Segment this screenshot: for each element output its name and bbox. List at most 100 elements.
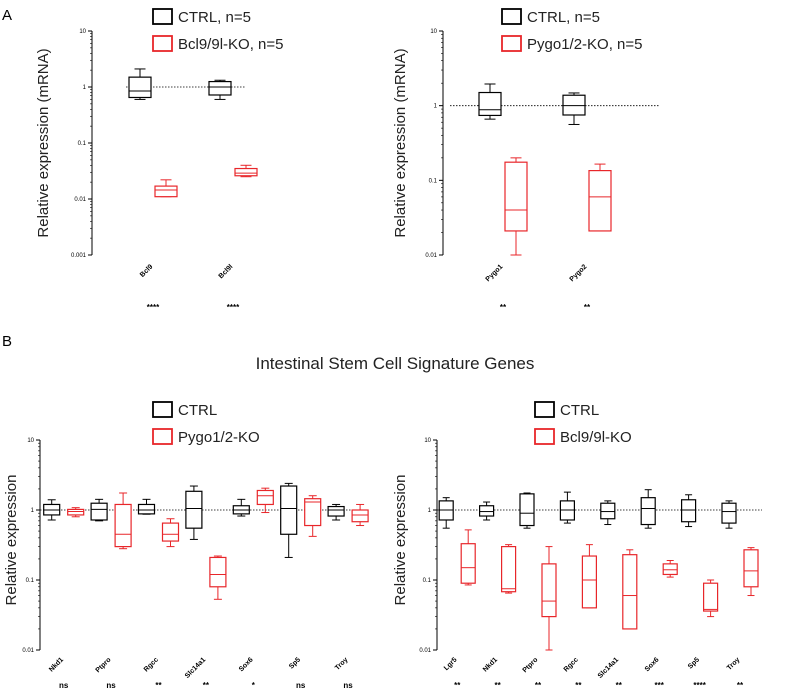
box-ko-Ptpro [114, 492, 132, 550]
legend-entry-0: CTRL [534, 401, 599, 419]
box-ko-Sp5 [702, 579, 719, 618]
y-tick-label: 10 [79, 29, 86, 35]
y-axis-label: Relative expression (mRNA) [392, 48, 409, 237]
y-axis-label: Relative expression [3, 475, 20, 606]
box-iqr [541, 563, 557, 618]
significance-Ptpro: ** [535, 681, 542, 690]
x-tick-label-Pygo2: Pygo2 [569, 263, 589, 283]
box-iqr [479, 505, 495, 517]
box-iqr [600, 502, 616, 520]
section-title: Intestinal Stem Cell Signature Genes [256, 354, 535, 373]
box-ctrl-Sp5 [680, 494, 697, 528]
significance-Sp5: **** [693, 681, 706, 690]
box-iqr [478, 91, 502, 117]
legend-label: CTRL [178, 402, 217, 419]
box-ko-Pygo2 [588, 163, 612, 232]
box-ctrl-Troy [721, 500, 737, 529]
legend-entry-1: Pygo1/2-KO [152, 428, 260, 446]
box-ctrl-Sox6 [640, 489, 656, 529]
y-tick-label: 10 [27, 438, 34, 444]
x-tick-label-Pygo1: Pygo1 [485, 263, 505, 283]
y-tick-label: 10 [424, 438, 431, 444]
legend-swatch [534, 428, 555, 445]
chart-bcl9: 0.001 0.01 0.1 1 10 Relative expression (mRNA… [35, 8, 283, 312]
chart-pygo: 0.01 0.1 1 10 Relative expression (mRNA) Pygo… [392, 8, 660, 312]
box-iqr [581, 555, 598, 609]
y-tick-label: 1 [31, 508, 35, 514]
significance-Pygo2: ** [584, 303, 591, 312]
box-ko-Sox6 [256, 487, 274, 514]
x-tick-label-Sox6: Sox6 [644, 656, 661, 673]
box-iqr [90, 502, 108, 521]
x-tick-label-Sp5: Sp5 [288, 656, 302, 670]
significance-Sox6: * [252, 681, 256, 690]
x-tick-label-Ptpro: Ptpro [95, 656, 113, 674]
significance-Sox6: *** [655, 681, 665, 690]
y-tick-label: 0.1 [429, 178, 438, 184]
box-ctrl-Sox6 [232, 498, 250, 517]
significance-Sp5: ns [296, 681, 306, 690]
legend-label: CTRL, n=5 [527, 9, 600, 26]
y-tick-label: 1 [434, 104, 438, 110]
legend-label: Bcl9/9l-KO [560, 429, 632, 446]
box-iqr [137, 503, 156, 515]
x-tick-label-Sox6: Sox6 [238, 656, 255, 673]
box-iqr [504, 161, 528, 232]
x-tick-label-Slc14a1: Slc14a1 [597, 656, 620, 679]
box-ko-Sox6 [662, 559, 678, 578]
x-tick-label-Nkd1: Nkd1 [48, 656, 65, 673]
box-iqr [702, 582, 719, 612]
y-tick-label: 0.1 [423, 578, 432, 584]
box-iqr [114, 503, 132, 548]
legend-label: Pygo1/2-KO [178, 429, 260, 446]
box-iqr [280, 485, 298, 535]
box-iqr [234, 167, 258, 177]
x-tick-label-Rgcc: Rgcc [143, 656, 160, 673]
significance-Slc14a1: ** [616, 681, 623, 690]
legend-swatch [152, 401, 173, 418]
box-ko-Bcl9l [234, 164, 258, 178]
box-ko-Troy [743, 547, 759, 597]
box-ctrl-Troy [327, 503, 345, 521]
box-iqr [662, 563, 678, 576]
box-iqr [622, 554, 638, 630]
significance-Slc14a1: ** [203, 681, 210, 690]
box-iqr [154, 185, 178, 198]
box-iqr [640, 497, 656, 526]
box-iqr [680, 499, 697, 523]
legend-swatch [152, 428, 173, 445]
box-iqr [209, 556, 227, 588]
legend-entry-0: CTRL [152, 401, 217, 419]
x-tick-label-Rgcc: Rgcc [563, 656, 580, 673]
x-tick-label-Bcl9: Bcl9 [139, 263, 154, 278]
box-ctrl-Nkd1 [43, 499, 61, 521]
box-iqr [208, 80, 232, 96]
significance-Lgr5: ** [454, 681, 461, 690]
box-ko-Ptpro [541, 546, 557, 651]
box-iqr [588, 170, 612, 232]
box-ko-Pygo1 [504, 157, 528, 256]
legend-label: Bcl9/9l-KO, n=5 [178, 36, 283, 53]
box-ko-Nkd1 [67, 507, 85, 518]
legend-entry-1: Pygo1/2-KO, n=5 [501, 35, 643, 53]
box-ctrl-Bcl9l [208, 79, 232, 100]
box-iqr [128, 76, 152, 99]
y-tick-label: 0.1 [78, 141, 87, 147]
box-iqr [501, 546, 517, 593]
x-tick-label-Sp5: Sp5 [687, 656, 701, 670]
y-tick-label: 10 [430, 29, 437, 35]
box-ko-Slc14a1 [209, 555, 227, 600]
x-tick-label-Lgr5: Lgr5 [443, 656, 459, 672]
box-ko-Bcl9 [154, 179, 178, 198]
legend-label: Pygo1/2-KO, n=5 [527, 36, 643, 53]
y-tick-label: 0.1 [26, 578, 35, 584]
box-ctrl-Rgcc [559, 491, 576, 524]
box-ctrl-Nkd1 [479, 501, 495, 521]
significance-Rgcc: ** [155, 681, 162, 690]
box-iqr [743, 549, 759, 588]
legend-label: CTRL, n=5 [178, 9, 251, 26]
legend-entry-1: Bcl9/9l-KO, n=5 [152, 35, 283, 53]
box-ctrl-Sp5 [280, 482, 298, 558]
box-iqr [327, 505, 345, 517]
